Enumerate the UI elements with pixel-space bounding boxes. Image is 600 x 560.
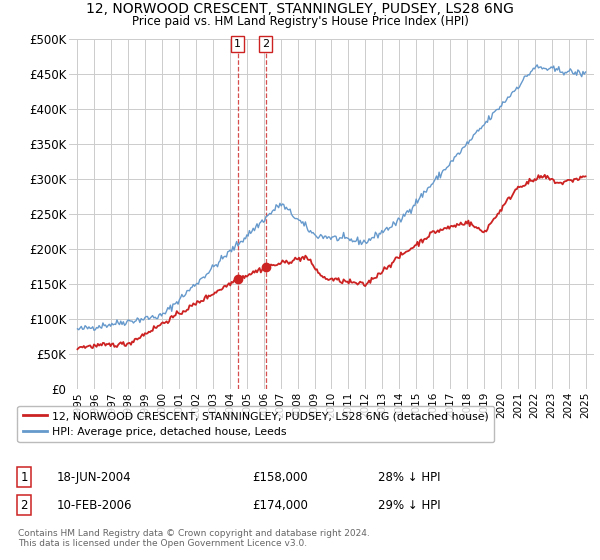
Text: 1: 1 bbox=[20, 470, 28, 484]
Text: 28% ↓ HPI: 28% ↓ HPI bbox=[378, 470, 440, 484]
Text: 10-FEB-2006: 10-FEB-2006 bbox=[57, 498, 133, 512]
Text: £158,000: £158,000 bbox=[252, 470, 308, 484]
Text: Price paid vs. HM Land Registry's House Price Index (HPI): Price paid vs. HM Land Registry's House … bbox=[131, 15, 469, 28]
Legend: 12, NORWOOD CRESCENT, STANNINGLEY, PUDSEY, LS28 6NG (detached house), HPI: Avera: 12, NORWOOD CRESCENT, STANNINGLEY, PUDSE… bbox=[17, 406, 494, 442]
Text: 2: 2 bbox=[262, 39, 269, 49]
Text: 1: 1 bbox=[234, 39, 241, 49]
Text: £174,000: £174,000 bbox=[252, 498, 308, 512]
Text: 2: 2 bbox=[20, 498, 28, 512]
Text: This data is licensed under the Open Government Licence v3.0.: This data is licensed under the Open Gov… bbox=[18, 539, 307, 548]
Text: 12, NORWOOD CRESCENT, STANNINGLEY, PUDSEY, LS28 6NG: 12, NORWOOD CRESCENT, STANNINGLEY, PUDSE… bbox=[86, 2, 514, 16]
Text: 29% ↓ HPI: 29% ↓ HPI bbox=[378, 498, 440, 512]
Text: 18-JUN-2004: 18-JUN-2004 bbox=[57, 470, 131, 484]
Text: Contains HM Land Registry data © Crown copyright and database right 2024.: Contains HM Land Registry data © Crown c… bbox=[18, 529, 370, 538]
